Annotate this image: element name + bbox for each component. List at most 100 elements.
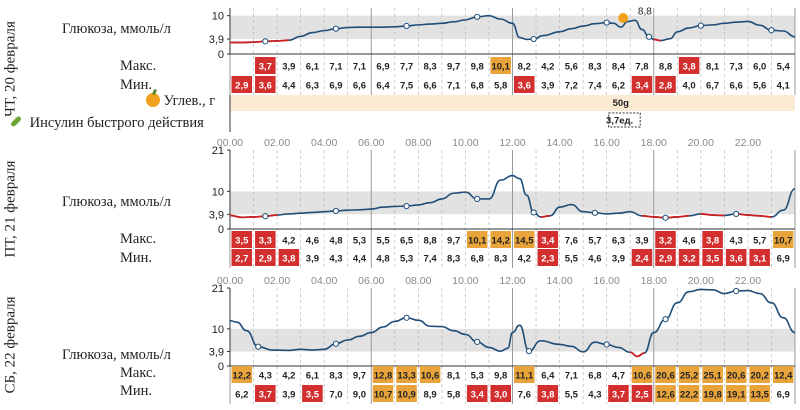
- min-row-thu-value: 2,9: [235, 81, 248, 92]
- max-row-fri-value: 7,6: [565, 236, 578, 247]
- min-row-thu-value: 7,5: [400, 81, 414, 92]
- min-row-fri-value: 8,3: [494, 254, 507, 265]
- min-row-thu-value: 6,6: [353, 81, 366, 92]
- max-row-thu-value: 5,4: [777, 62, 791, 73]
- measurement-point-sat: [403, 314, 410, 321]
- max-row-thu-value: 3,8: [682, 62, 695, 73]
- max-row-sat-value: 4,2: [282, 371, 295, 382]
- min-row-fri-value: 2,3: [541, 254, 554, 265]
- min-row-sat-value: 12,6: [656, 390, 675, 401]
- y-tick-label-fri: 21: [212, 145, 224, 157]
- max-row-thu-value: 6,1: [306, 62, 320, 73]
- min-row-sat-value: 3,9: [282, 390, 295, 401]
- measurement-point-sat: [474, 338, 481, 345]
- y-tick-label-fri: 3,9: [209, 209, 224, 221]
- max-row-sat-cell-bg: [514, 366, 535, 383]
- min-row-sat-cell-bg: [725, 385, 747, 402]
- min-row-fri-cell-bg: [725, 249, 747, 266]
- max-row-fri-value: 5,7: [588, 236, 601, 247]
- max-row-sat-value: 7,1: [565, 371, 579, 382]
- min-row-sat-cell-bg: [302, 385, 323, 402]
- apple-icon: [146, 88, 160, 107]
- max-row-sat-value: 11,1: [515, 371, 534, 382]
- max-row-thu-value: 8,2: [518, 62, 531, 73]
- time-label: 18.00: [641, 137, 667, 149]
- max-row-thu-value: 4,2: [541, 62, 554, 73]
- max-row-fri-value: 14,2: [491, 236, 510, 247]
- min-row-fri-value: 5,5: [565, 254, 579, 265]
- min-row-sat-cell-bg: [490, 385, 511, 402]
- min-row-sat-cell-bg: [372, 385, 394, 402]
- max-row-sat-value: 12,4: [774, 371, 793, 382]
- min-row-sat-value: 3,8: [541, 390, 554, 401]
- time-label: 16.00: [594, 275, 620, 287]
- measurement-point-fri: [262, 213, 269, 220]
- time-label: 06.00: [358, 137, 384, 149]
- max-row-fri-cell-bg: [231, 231, 253, 248]
- min-row-thu-value: 2,8: [659, 81, 672, 92]
- min-row-sat-cell-bg: [631, 385, 653, 402]
- min-row-thu-value: 4,0: [682, 81, 695, 92]
- glucose-label-fri: Глюкоза, ммоль/л: [62, 194, 171, 210]
- carb-entry: 50g: [613, 98, 630, 109]
- time-label: 00.00: [217, 137, 243, 149]
- min-row-sat-value: 9,0: [353, 390, 366, 401]
- time-label: 08.00: [405, 275, 431, 287]
- max-row-fri-cell-bg: [537, 231, 559, 248]
- min-row-sat-value: 10,9: [397, 390, 416, 401]
- min-row-thu-value: 6,4: [376, 81, 390, 92]
- y-tick-label-sat: 3,9: [209, 347, 224, 359]
- max-row-fri-value: 3,5: [235, 236, 249, 247]
- low-segment-fri: [540, 214, 551, 218]
- min-row-fri-value: 2,7: [235, 254, 248, 265]
- min-row-sat-value: 3,5: [306, 390, 320, 401]
- measurement-point-fri: [662, 214, 669, 221]
- max-row-thu-value: 9,8: [471, 62, 484, 73]
- carbs-label: Углев., г: [146, 88, 215, 110]
- min-row-fri-value: 5,3: [400, 254, 413, 265]
- low-segment-fri: [700, 213, 713, 216]
- min-row-sat-value: 5,8: [447, 390, 460, 401]
- insulin-entry: 3,7ед.: [606, 116, 633, 127]
- max-row-sat-value: 5,3: [471, 371, 484, 382]
- measurement-point-sat: [733, 287, 740, 295]
- max-row-thu-value: 5,6: [565, 62, 578, 73]
- max-row-thu-value: 7,1: [329, 62, 343, 73]
- glucose-line-fri: [229, 174, 796, 219]
- measurement-point-thu: [262, 38, 269, 45]
- min-row-sat-cell-bg: [749, 385, 770, 402]
- max-row-fri-value: 10,1: [468, 236, 487, 247]
- max-row-fri-value: 3,4: [541, 236, 555, 247]
- measurement-point-fri: [474, 195, 481, 203]
- measurement-point-sat: [662, 316, 669, 323]
- measurement-point-thu: [603, 19, 610, 26]
- max-row-thu-value: 8,8: [659, 62, 672, 73]
- max-row-sat-value: 4,7: [612, 371, 625, 382]
- min-row-sat-value: 5,5: [565, 390, 579, 401]
- low-segment-thu: [277, 39, 289, 42]
- min-row-sat-value: 7,0: [329, 390, 342, 401]
- min-row-fri-value: 4,6: [588, 254, 601, 265]
- max-row-thu-value: 7,7: [400, 62, 413, 73]
- min-row-thu-value: 5,8: [494, 81, 507, 92]
- max-row-thu-value: 3,7: [259, 62, 272, 73]
- min-row-fri-cell-bg: [655, 249, 676, 266]
- min-row-sat-value: 19,8: [703, 390, 722, 401]
- measurement-point-sat: [332, 340, 340, 347]
- max-row-sat-cell-bg: [772, 366, 794, 383]
- max-row-fri-value: 4,6: [682, 236, 695, 247]
- min-row-thu-cell-bg: [655, 76, 676, 93]
- min-row-fri-cell-bg: [702, 249, 723, 266]
- max-row-fri-value: 6,5: [400, 236, 414, 247]
- min-row-sat-value: 13,5: [750, 390, 769, 401]
- max-row-sat-cell-bg: [631, 366, 653, 383]
- min-label-fri: Мин.: [120, 250, 153, 266]
- max-row-thu-value: 7,3: [730, 62, 743, 73]
- min-row-fri-value: 4,3: [329, 254, 342, 265]
- measurement-point-fri: [733, 210, 740, 218]
- min-row-fri-value: 4,8: [376, 254, 389, 265]
- min-row-sat-value: 4,3: [588, 390, 601, 401]
- max-row-sat-cell-bg: [419, 366, 441, 383]
- time-label: 22.00: [735, 275, 761, 287]
- min-row-fri-cell-bg: [278, 249, 300, 266]
